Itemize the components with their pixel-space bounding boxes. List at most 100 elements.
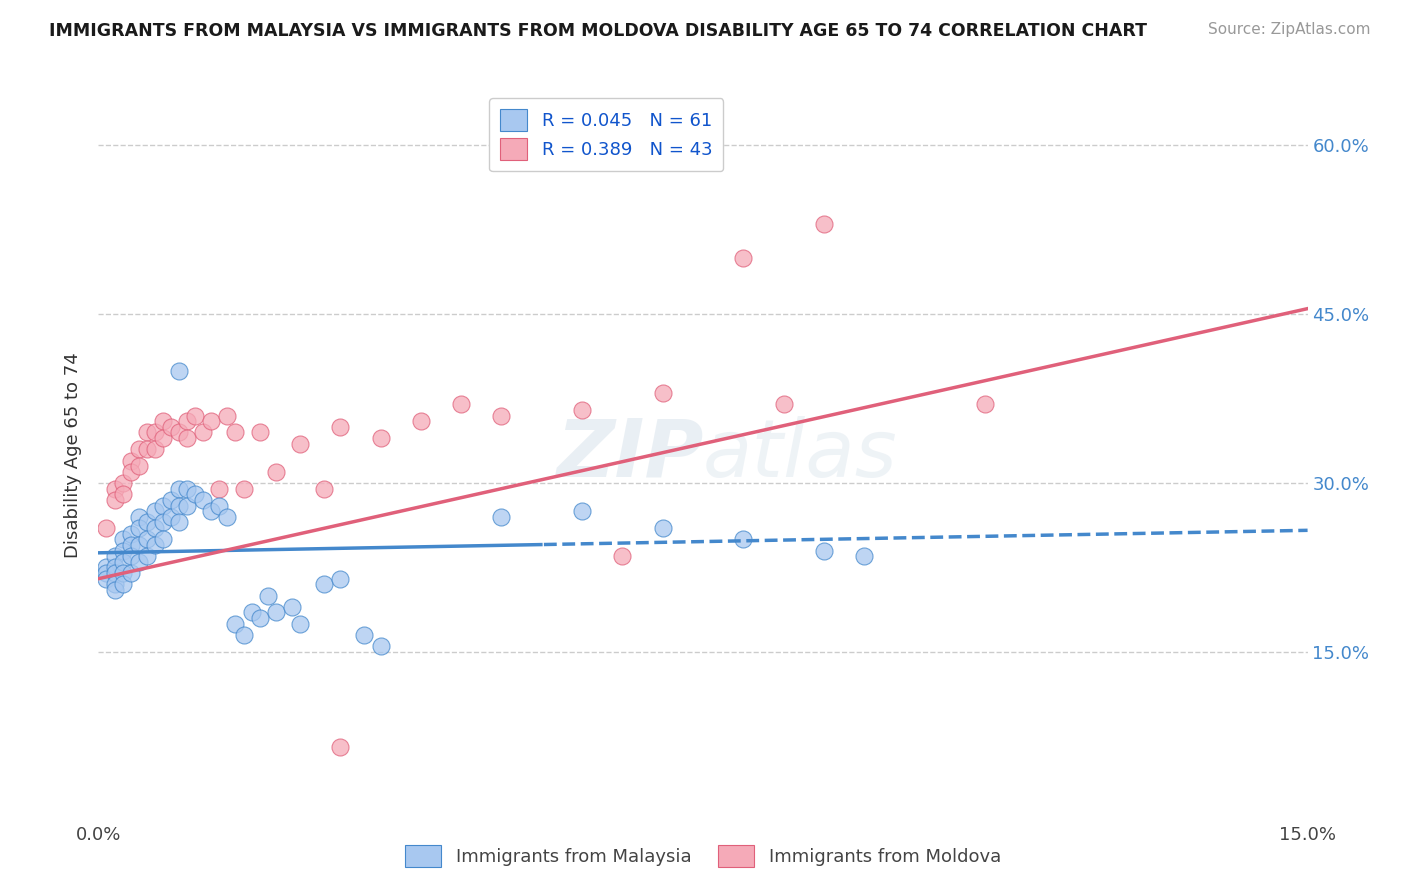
Point	[103, 482, 125, 496]
Text: IMMIGRANTS FROM MALAYSIA VS IMMIGRANTS FROM MOLDOVA DISABILITY AGE 65 TO 74 CORR: IMMIGRANTS FROM MALAYSIA VS IMMIGRANTS F…	[49, 22, 1147, 40]
Point	[314, 577, 336, 591]
Point	[128, 555, 150, 569]
Point	[200, 414, 222, 428]
Legend: R = 0.045   N = 61, R = 0.389   N = 43: R = 0.045 N = 61, R = 0.389 N = 43	[489, 98, 723, 171]
Point	[329, 572, 352, 586]
Point	[193, 492, 215, 507]
Point	[111, 476, 134, 491]
Point	[103, 566, 125, 580]
Point	[184, 487, 207, 501]
Point	[176, 431, 198, 445]
Point	[612, 549, 634, 564]
Point	[853, 549, 876, 564]
Point	[571, 504, 593, 518]
Point	[232, 482, 254, 496]
Point	[103, 492, 125, 507]
Point	[143, 425, 166, 440]
Point	[733, 251, 755, 265]
Point	[120, 526, 142, 541]
Point	[167, 425, 190, 440]
Point	[128, 459, 150, 474]
Point	[143, 442, 166, 457]
Point	[813, 217, 835, 231]
Point	[974, 397, 997, 411]
Point	[103, 582, 125, 597]
Point	[111, 555, 134, 569]
Point	[450, 397, 472, 411]
Point	[103, 560, 125, 574]
Point	[167, 516, 190, 530]
Point	[103, 577, 125, 591]
Point	[96, 572, 118, 586]
Point	[491, 509, 513, 524]
Point	[167, 482, 190, 496]
Point	[264, 606, 287, 620]
Point	[152, 414, 174, 428]
Point	[329, 419, 352, 434]
Text: atlas: atlas	[703, 416, 898, 494]
Point	[184, 409, 207, 423]
Point	[176, 414, 198, 428]
Point	[208, 499, 231, 513]
Point	[772, 397, 794, 411]
Point	[288, 436, 311, 450]
Point	[288, 616, 311, 631]
Point	[176, 499, 198, 513]
Point	[264, 465, 287, 479]
Point	[120, 465, 142, 479]
Point	[208, 482, 231, 496]
Text: ZIP: ZIP	[555, 416, 703, 494]
Point	[167, 499, 190, 513]
Point	[249, 611, 271, 625]
Point	[120, 549, 142, 564]
Point	[143, 521, 166, 535]
Point	[135, 516, 157, 530]
Point	[135, 549, 157, 564]
Point	[111, 577, 134, 591]
Point	[96, 560, 118, 574]
Point	[571, 403, 593, 417]
Point	[111, 543, 134, 558]
Point	[135, 425, 157, 440]
Point	[651, 386, 673, 401]
Point	[160, 509, 183, 524]
Point	[96, 566, 118, 580]
Point	[370, 431, 392, 445]
Point	[96, 521, 118, 535]
Point	[111, 487, 134, 501]
Point	[249, 425, 271, 440]
Point	[281, 599, 304, 614]
Point	[353, 628, 375, 642]
Point	[152, 516, 174, 530]
Point	[120, 538, 142, 552]
Point	[152, 499, 174, 513]
Point	[167, 363, 190, 377]
Y-axis label: Disability Age 65 to 74: Disability Age 65 to 74	[65, 352, 83, 558]
Point	[329, 740, 352, 755]
Point	[176, 482, 198, 496]
Point	[193, 425, 215, 440]
Point	[111, 566, 134, 580]
Point	[103, 549, 125, 564]
Point	[152, 431, 174, 445]
Point	[128, 521, 150, 535]
Point	[232, 628, 254, 642]
Point	[128, 509, 150, 524]
Point	[314, 482, 336, 496]
Point	[200, 504, 222, 518]
Point	[128, 442, 150, 457]
Point	[224, 616, 246, 631]
Point	[256, 589, 278, 603]
Point	[143, 504, 166, 518]
Point	[409, 414, 432, 428]
Point	[370, 639, 392, 653]
Point	[135, 533, 157, 547]
Point	[217, 409, 239, 423]
Legend: Immigrants from Malaysia, Immigrants from Moldova: Immigrants from Malaysia, Immigrants fro…	[398, 838, 1008, 874]
Point	[733, 533, 755, 547]
Point	[143, 538, 166, 552]
Point	[128, 538, 150, 552]
Point	[120, 453, 142, 467]
Text: Source: ZipAtlas.com: Source: ZipAtlas.com	[1208, 22, 1371, 37]
Point	[240, 606, 263, 620]
